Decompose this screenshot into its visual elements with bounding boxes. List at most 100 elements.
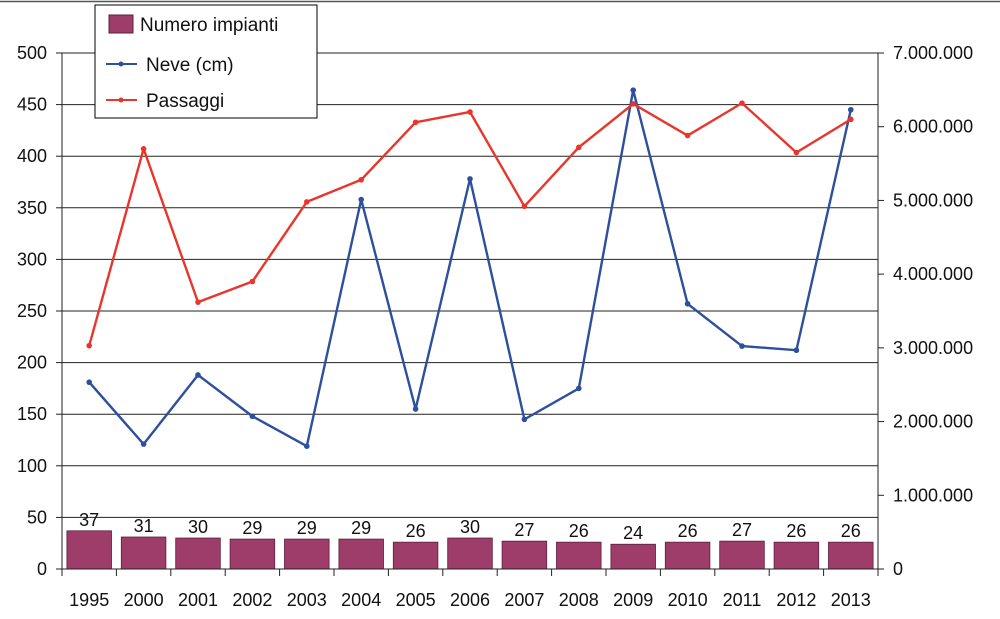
bar-data-label: 29	[297, 518, 317, 538]
neve-point	[304, 443, 310, 449]
legend-label-passaggi: Passaggi	[146, 91, 224, 112]
right-tick-label: 1.000.000	[893, 485, 973, 505]
passaggi-point	[249, 278, 256, 285]
x-tick-label: 1995	[69, 590, 109, 610]
neve-point	[576, 385, 582, 392]
bar-data-label: 30	[188, 517, 208, 537]
right-axis-ticks: 0 1.000.000 2.000.000 3.000.000 4.000.000 5.0…	[893, 43, 973, 579]
bar	[556, 541, 602, 570]
right-tick-label: 2.000.000	[893, 412, 973, 432]
bar-data-label: 26	[678, 521, 698, 541]
passaggi-point	[467, 109, 473, 115]
right-tick-label: 3.000.000	[893, 338, 973, 358]
data-labels: 37 31 30 29 29 29 26 30 27 26 24 26 27 26 26	[79, 510, 861, 543]
neve-point	[140, 441, 147, 447]
neve-point	[739, 343, 745, 349]
left-tick-label: 200	[17, 353, 47, 373]
x-tick-label: 2004	[341, 590, 381, 610]
passaggi-point	[848, 116, 854, 123]
left-tick-label: 350	[17, 198, 47, 218]
bar	[501, 540, 548, 570]
right-tick-label: 4.000.000	[893, 264, 973, 284]
x-tick-label: 2007	[504, 590, 544, 610]
bar-data-label: 37	[79, 510, 99, 530]
neve-point	[249, 413, 256, 420]
x-tick-label: 2010	[668, 590, 708, 610]
legend-label-neve: Neve (cm)	[146, 55, 234, 76]
bar	[447, 537, 493, 570]
bar	[338, 538, 384, 570]
passaggi-point	[86, 342, 92, 349]
passaggi-point	[521, 203, 528, 210]
neve-point	[684, 300, 691, 307]
x-tick-label: 2013	[831, 590, 871, 610]
legend-swatch-bar	[108, 14, 134, 34]
x-axis-ticks: 1995 2000 2001 2002 2003 2004 2005 2006 2007 2008…	[69, 590, 871, 610]
bar-data-label: 29	[351, 518, 371, 538]
right-tick-label: 6.000.000	[893, 117, 973, 137]
left-tick-label: 0	[37, 559, 47, 579]
x-tick-label: 2011	[723, 590, 762, 610]
legend-marker-passaggi	[118, 97, 124, 103]
x-tick-label: 2001	[178, 590, 218, 610]
left-axis-ticks: 0 50 100 150 200 250 300 350 400 450 500	[17, 43, 47, 579]
line-series	[86, 87, 854, 449]
legend: Numero impianti Neve (cm) Passaggi	[94, 4, 318, 119]
bar-data-label: 31	[134, 516, 154, 536]
x-tick-label: 2000	[124, 590, 164, 610]
passaggi-point	[739, 100, 745, 106]
passaggi-point	[630, 101, 636, 107]
bar	[120, 536, 167, 570]
left-tick-label: 250	[17, 301, 47, 321]
legend-label-numero-impianti: Numero impianti	[140, 15, 278, 36]
left-tick-label: 150	[17, 404, 47, 424]
bar-data-label: 26	[569, 521, 589, 541]
bar-data-label: 24	[623, 523, 643, 543]
passaggi-point	[304, 199, 310, 205]
bar	[610, 543, 656, 570]
neve-line	[88, 88, 852, 448]
passaggi-point	[358, 176, 365, 183]
neve-point	[848, 106, 854, 113]
x-tick-label: 2002	[232, 590, 272, 610]
passaggi-point	[576, 144, 582, 151]
right-tick-label: 7.000.000	[893, 43, 973, 63]
left-tick-label: 50	[27, 507, 47, 527]
bar-data-label: 30	[460, 517, 480, 537]
passaggi-point	[684, 132, 691, 139]
x-tick-label: 2008	[559, 590, 599, 610]
passaggi-point	[793, 149, 800, 156]
bar-data-label: 27	[514, 520, 534, 540]
bar	[828, 541, 874, 570]
left-tick-label: 500	[17, 43, 47, 63]
x-tick-label: 2009	[613, 590, 653, 610]
x-tick-label: 2003	[287, 590, 327, 610]
bar-series	[66, 530, 874, 570]
left-tick-label: 400	[17, 146, 47, 166]
bar	[719, 540, 765, 570]
bar	[773, 541, 820, 570]
bar-data-label: 29	[242, 518, 262, 538]
right-tick-label: 5.000.000	[893, 190, 973, 210]
bar	[392, 541, 439, 570]
x-tick-label: 2006	[450, 590, 490, 610]
axes	[56, 52, 884, 576]
neve-point	[521, 416, 528, 423]
bar	[229, 538, 276, 570]
passaggi-point	[195, 299, 201, 305]
left-tick-label: 100	[17, 456, 47, 476]
passaggi-point	[140, 146, 147, 152]
bar	[66, 530, 112, 570]
legend-marker-neve	[118, 61, 124, 67]
neve-point	[793, 347, 800, 354]
bar	[175, 537, 221, 570]
bar-data-label: 26	[841, 521, 861, 541]
bar	[284, 538, 330, 570]
x-tick-label: 2012	[776, 590, 816, 610]
neve-point	[358, 196, 365, 203]
neve-point	[412, 406, 419, 412]
passaggi-point	[412, 119, 419, 126]
passaggi-line	[88, 101, 852, 346]
bar	[664, 541, 711, 570]
